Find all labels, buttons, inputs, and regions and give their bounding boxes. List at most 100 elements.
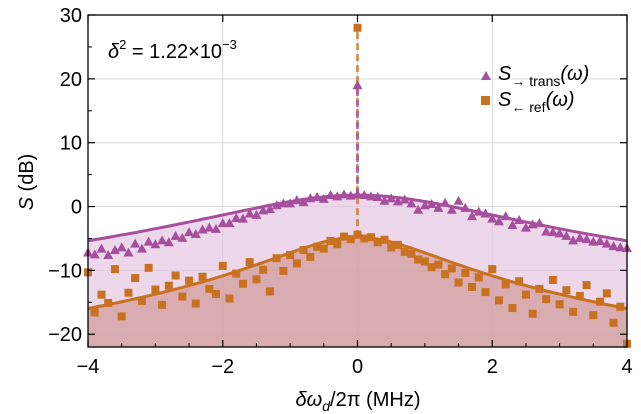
series-0-point <box>170 230 181 240</box>
series-1-point <box>380 235 389 244</box>
series-1-point <box>521 290 530 299</box>
series-0-point <box>365 191 376 201</box>
x-tick-label: 2 <box>487 356 498 378</box>
series-0-point <box>595 236 606 246</box>
series-1-point <box>414 255 423 264</box>
series-0-point <box>514 214 525 224</box>
series-0-point <box>467 211 478 221</box>
series-1-point <box>131 274 140 283</box>
series-0-point <box>96 243 107 253</box>
series-1-point <box>252 275 261 284</box>
series-0-point <box>433 202 444 212</box>
series-0-point <box>237 213 248 223</box>
legend: S→ trans(ω) S← ref(ω) <box>481 63 589 115</box>
series-1-point <box>528 309 537 318</box>
series-1-point <box>461 268 470 277</box>
series-0-point <box>561 230 572 240</box>
series-1-point <box>366 233 375 242</box>
series-1-point <box>602 289 611 298</box>
series-1-point <box>97 290 106 299</box>
series-1-point <box>272 254 281 263</box>
series-1-point <box>265 287 274 296</box>
series-1-point <box>400 247 409 256</box>
series-1-point <box>245 258 254 267</box>
series-0-point <box>386 193 397 203</box>
series-1-point <box>212 290 221 299</box>
y-tick-label: 20 <box>60 69 82 91</box>
series-0-point <box>211 223 222 233</box>
series-0-point <box>278 198 289 208</box>
x-tick-label: 4 <box>621 356 632 378</box>
x-tick-label: 0 <box>352 356 363 378</box>
series-0-point <box>608 241 619 251</box>
series-1-point <box>306 252 315 261</box>
x-axis-title: δωd/2π (MHz) <box>296 389 421 414</box>
series-1-point <box>319 244 328 253</box>
y-tick-label: 30 <box>60 5 82 27</box>
series-1-point <box>575 291 584 300</box>
series-1-point <box>474 273 483 282</box>
series-1-point <box>259 265 268 274</box>
series-0-point <box>89 249 100 259</box>
y-axis-title: S (dB) <box>16 154 38 211</box>
series-0-point <box>413 204 424 214</box>
series-1-point <box>137 297 146 306</box>
series-0-point <box>150 239 161 249</box>
series-1-point <box>501 280 510 289</box>
series-1-point <box>218 261 227 270</box>
series-1-point <box>387 243 396 252</box>
series-1-point <box>326 237 335 246</box>
series-1-point <box>596 297 605 306</box>
series-0-point <box>534 218 545 228</box>
series-1-point <box>232 269 241 278</box>
series-1-point <box>434 260 443 269</box>
series-1-point <box>562 286 571 295</box>
series-1-point <box>198 272 207 281</box>
series-0-point <box>568 235 579 245</box>
series-1-point <box>279 267 288 276</box>
series-1-point <box>488 265 497 274</box>
series-0-point <box>372 191 383 201</box>
series-1-point <box>373 238 382 247</box>
y-tick-label: −20 <box>48 324 82 346</box>
series-0-point <box>440 197 451 207</box>
series-0-point <box>264 204 275 214</box>
series-0-point <box>453 195 464 205</box>
series-0-point <box>359 190 370 200</box>
series-0-point <box>406 198 417 208</box>
series-0-point <box>541 226 552 236</box>
series-0-point <box>298 197 309 207</box>
series-0-point <box>123 247 134 257</box>
series-1-point <box>90 308 99 317</box>
series-1-point <box>117 312 126 321</box>
series-1-point <box>535 284 544 293</box>
series-1-point <box>333 240 342 249</box>
series-0-point <box>520 222 531 232</box>
series-0-point <box>103 250 114 260</box>
series-0-point <box>163 237 174 247</box>
series-1-point <box>124 288 133 297</box>
series-0-point <box>251 209 262 219</box>
x-tick-label: −4 <box>77 356 100 378</box>
series-1-point <box>441 270 450 279</box>
series-1-point <box>225 294 234 303</box>
series-0-point <box>460 202 471 212</box>
series-1-point <box>158 300 167 309</box>
series-0-point <box>130 238 141 248</box>
series-1-point <box>454 278 463 287</box>
series-1-point <box>589 311 598 320</box>
series-0-point <box>426 198 437 208</box>
legend-marker-ref <box>481 96 490 105</box>
series-0-point <box>399 194 410 204</box>
series-1-point <box>494 296 503 305</box>
series-0-point <box>554 228 565 238</box>
y-tick-label: 0 <box>71 197 82 219</box>
y-tick-label: −10 <box>48 260 82 282</box>
series-0-point <box>446 204 457 214</box>
series-0-point <box>136 243 147 253</box>
series-0-point <box>143 236 154 246</box>
series-1-point <box>548 275 557 284</box>
series-1-point <box>420 257 429 266</box>
legend-marker-trans <box>481 71 491 80</box>
